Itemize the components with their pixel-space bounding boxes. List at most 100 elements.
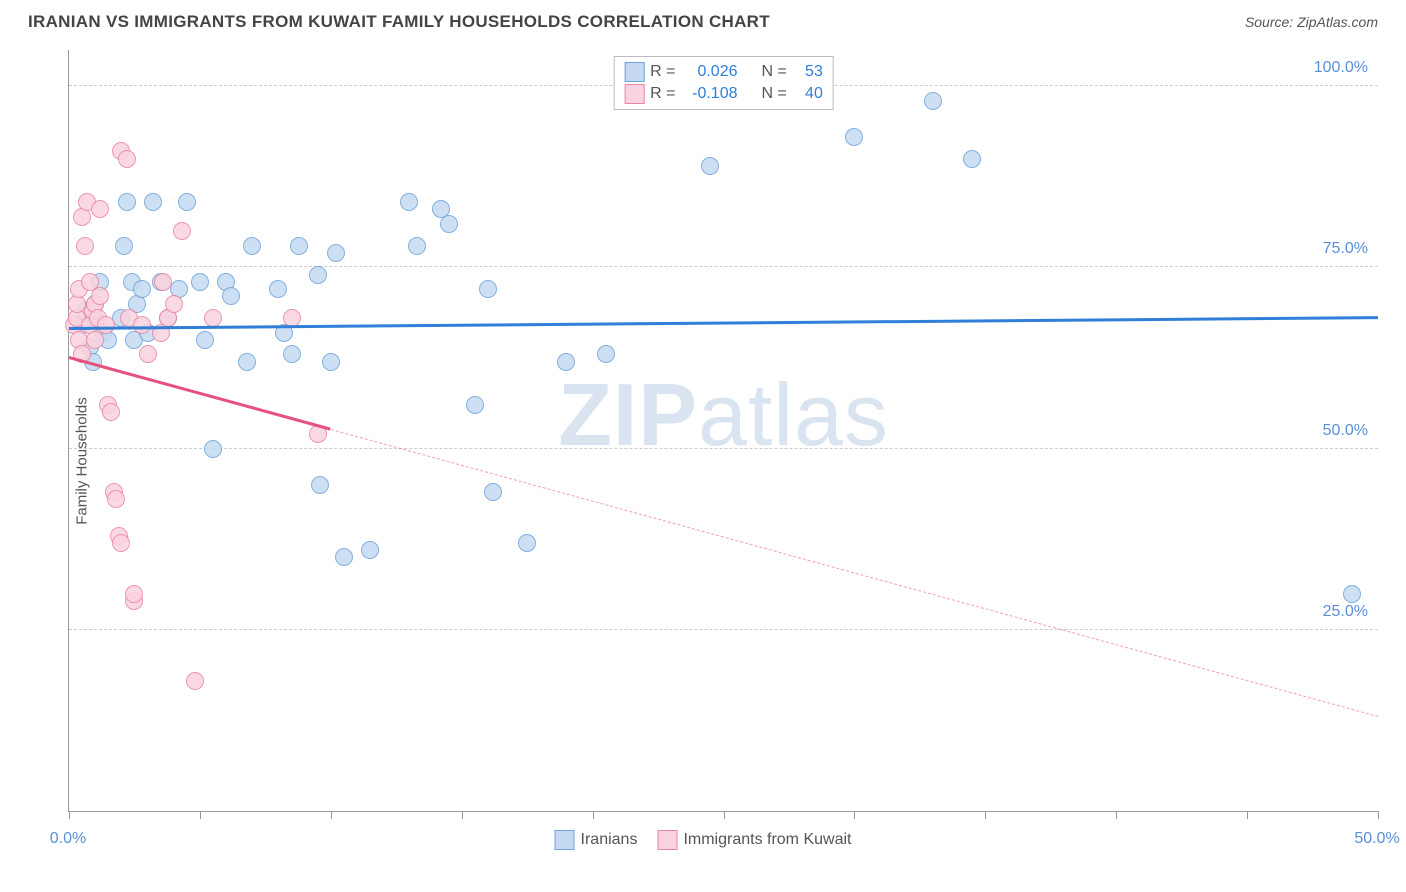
x-tick-label: 50.0%	[1354, 830, 1399, 848]
legend-r-value: -0.108	[682, 83, 738, 105]
watermark-bold: ZIP	[558, 365, 698, 464]
scatter-point	[963, 150, 981, 168]
x-tick-mark	[1116, 811, 1117, 819]
scatter-point	[701, 157, 719, 175]
scatter-point	[466, 396, 484, 414]
scatter-point	[408, 237, 426, 255]
scatter-point	[191, 273, 209, 291]
scatter-point	[484, 483, 502, 501]
scatter-point	[243, 237, 261, 255]
hgrid-line	[69, 629, 1378, 630]
legend-n-value: 53	[793, 61, 823, 83]
legend-n-label: N =	[762, 61, 787, 83]
scatter-point	[173, 222, 191, 240]
x-tick-mark	[331, 811, 332, 819]
legend-series-label: Iranians	[581, 831, 638, 849]
scatter-point	[311, 476, 329, 494]
scatter-point	[91, 200, 109, 218]
x-tick-mark	[69, 811, 70, 819]
scatter-point	[845, 128, 863, 146]
hgrid-line	[69, 266, 1378, 267]
scatter-point	[102, 403, 120, 421]
scatter-point	[283, 345, 301, 363]
scatter-point	[107, 490, 125, 508]
scatter-point	[196, 331, 214, 349]
y-tick-label: 75.0%	[1323, 240, 1368, 258]
scatter-point	[76, 237, 94, 255]
y-tick-label: 50.0%	[1323, 422, 1368, 440]
legend-series-label: Immigrants from Kuwait	[683, 831, 851, 849]
hgrid-line	[69, 448, 1378, 449]
trend-line-dashed	[331, 429, 1378, 717]
x-tick-mark	[724, 811, 725, 819]
y-tick-label: 100.0%	[1314, 59, 1368, 77]
legend-n-value: 40	[793, 83, 823, 105]
scatter-point	[91, 287, 109, 305]
scatter-point	[186, 672, 204, 690]
header: IRANIAN VS IMMIGRANTS FROM KUWAIT FAMILY…	[0, 0, 1406, 40]
scatter-point	[440, 215, 458, 233]
legend-series-item: Immigrants from Kuwait	[657, 830, 851, 850]
x-tick-mark	[985, 811, 986, 819]
watermark: ZIPatlas	[558, 364, 889, 466]
trend-line-solid	[69, 316, 1378, 329]
legend-r-value: 0.026	[682, 61, 738, 83]
x-tick-mark	[462, 811, 463, 819]
legend-r-label: R =	[650, 83, 675, 105]
scatter-point	[309, 266, 327, 284]
scatter-point	[557, 353, 575, 371]
scatter-point	[335, 548, 353, 566]
legend-swatch	[624, 62, 644, 82]
scatter-point	[125, 585, 143, 603]
legend-swatch	[555, 830, 575, 850]
scatter-point	[118, 150, 136, 168]
scatter-point	[327, 244, 345, 262]
source-label: Source: ZipAtlas.com	[1245, 14, 1378, 30]
scatter-point	[112, 534, 130, 552]
chart-title: IRANIAN VS IMMIGRANTS FROM KUWAIT FAMILY…	[28, 12, 770, 32]
x-tick-label: 0.0%	[50, 830, 86, 848]
scatter-point	[144, 193, 162, 211]
scatter-point	[115, 237, 133, 255]
plot-area: ZIPatlas R = 0.026 N = 53 R = -0.108 N = 40 25.…	[68, 50, 1378, 812]
legend-series: Iranians Immigrants from Kuwait	[555, 830, 852, 850]
legend-correlation-row: R = -0.108 N = 40	[624, 83, 823, 105]
scatter-point	[1343, 585, 1361, 603]
x-tick-mark	[593, 811, 594, 819]
scatter-point	[139, 345, 157, 363]
watermark-light: atlas	[698, 365, 889, 464]
scatter-point	[924, 92, 942, 110]
scatter-point	[118, 193, 136, 211]
scatter-point	[154, 273, 172, 291]
legend-swatch	[624, 84, 644, 104]
scatter-point	[222, 287, 240, 305]
scatter-point	[518, 534, 536, 552]
scatter-point	[133, 280, 151, 298]
legend-n-label: N =	[762, 83, 787, 105]
source-prefix: Source:	[1245, 14, 1293, 30]
legend-swatch	[657, 830, 677, 850]
scatter-point	[204, 440, 222, 458]
x-tick-mark	[1247, 811, 1248, 819]
scatter-point	[597, 345, 615, 363]
legend-series-item: Iranians	[555, 830, 638, 850]
source-value: ZipAtlas.com	[1297, 14, 1378, 30]
scatter-point	[97, 316, 115, 334]
x-tick-mark	[1378, 811, 1379, 819]
scatter-point	[322, 353, 340, 371]
scatter-point	[479, 280, 497, 298]
x-tick-mark	[854, 811, 855, 819]
legend-correlation: R = 0.026 N = 53 R = -0.108 N = 40	[613, 56, 834, 110]
scatter-point	[400, 193, 418, 211]
scatter-point	[361, 541, 379, 559]
y-tick-label: 25.0%	[1323, 603, 1368, 621]
scatter-point	[269, 280, 287, 298]
scatter-point	[204, 309, 222, 327]
scatter-point	[165, 295, 183, 313]
chart-container: Family Households ZIPatlas R =0.026N =53…	[28, 50, 1378, 872]
scatter-point	[290, 237, 308, 255]
scatter-point	[178, 193, 196, 211]
legend-correlation-row: R = 0.026 N = 53	[624, 61, 823, 83]
legend-r-label: R =	[650, 61, 675, 83]
x-tick-mark	[200, 811, 201, 819]
